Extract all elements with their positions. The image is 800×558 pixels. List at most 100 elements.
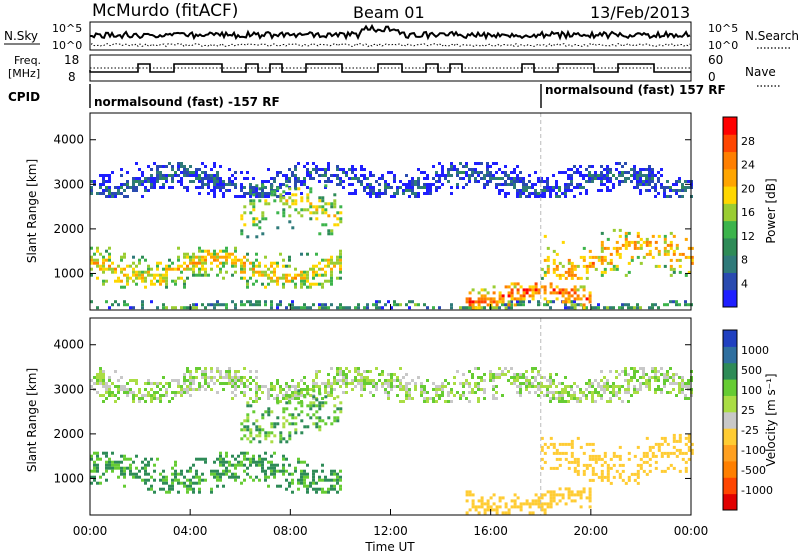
heatmap-cell <box>162 376 165 379</box>
heatmap-cell <box>255 391 258 394</box>
heatmap-cell <box>609 481 613 485</box>
heatmap-cell <box>462 177 465 180</box>
heatmap-cell <box>588 499 592 503</box>
heatmap-cell <box>96 391 99 394</box>
heatmap-cell <box>339 379 342 382</box>
heatmap-cell <box>306 174 309 177</box>
heatmap-cell <box>270 469 273 473</box>
heatmap-cell <box>282 416 286 420</box>
heatmap-cell <box>498 168 501 171</box>
heatmap-cell <box>435 394 438 397</box>
heatmap-cell <box>93 376 96 379</box>
heatmap-cell <box>666 195 669 198</box>
heatmap-cell <box>258 478 261 482</box>
heatmap-cell <box>636 240 640 244</box>
heatmap-cell <box>261 457 264 461</box>
heatmap-cell <box>288 463 291 467</box>
heatmap-cell <box>522 376 525 379</box>
heatmap-cell <box>540 436 544 440</box>
heatmap-cell <box>378 183 381 186</box>
heatmap-cell <box>132 394 135 397</box>
heatmap-cell <box>438 186 441 189</box>
heatmap-cell <box>351 183 354 186</box>
heatmap-cell <box>297 394 300 397</box>
heatmap-cell <box>213 186 216 189</box>
heatmap-cell <box>258 226 262 230</box>
heatmap-cell <box>165 306 168 310</box>
heatmap-cell <box>420 388 423 391</box>
heatmap-cell <box>669 264 673 268</box>
heatmap-cell <box>333 487 336 491</box>
heatmap-cell <box>552 379 555 382</box>
heatmap-cell <box>651 451 655 455</box>
heatmap-cell <box>618 373 621 376</box>
heatmap-cell <box>360 165 363 168</box>
heatmap-cell <box>540 466 544 470</box>
heatmap-cell <box>651 174 654 177</box>
heatmap-cell <box>276 401 280 405</box>
heatmap-cell <box>285 394 288 397</box>
heatmap-cell <box>339 487 342 491</box>
heatmap-cell <box>303 165 306 168</box>
heatmap-cell <box>594 255 598 259</box>
heatmap-cell <box>288 434 292 438</box>
heatmap-cell <box>411 186 414 189</box>
heatmap-cell <box>108 376 111 379</box>
heatmap-cell <box>372 189 375 192</box>
heatmap-cell <box>504 174 507 177</box>
heatmap-cell <box>108 174 111 177</box>
heatmap-cell <box>306 388 309 391</box>
heatmap-cell <box>117 303 120 307</box>
heatmap-cell <box>321 306 324 310</box>
heatmap-cell <box>447 174 450 177</box>
heatmap-cell <box>591 382 594 385</box>
heatmap-cell <box>273 273 276 277</box>
heatmap-cell <box>225 382 228 385</box>
heatmap-cell <box>192 306 195 310</box>
heatmap-cell <box>474 171 477 174</box>
heatmap-cell <box>267 397 270 400</box>
heatmap-cell <box>552 267 556 271</box>
heatmap-cell <box>216 252 219 256</box>
heatmap-cell <box>675 180 678 183</box>
heatmap-cell <box>546 183 549 186</box>
heatmap-cell <box>228 183 231 186</box>
heatmap-cell <box>318 425 322 429</box>
heatmap-cell <box>513 285 517 289</box>
heatmap-cell <box>141 183 144 186</box>
heatmap-cell <box>123 303 126 307</box>
heatmap-cell <box>567 273 571 277</box>
heatmap-cell <box>249 434 253 438</box>
heatmap-cell <box>291 478 294 482</box>
heatmap-cell <box>528 294 532 298</box>
x-tick-label: 00:00 <box>674 524 709 538</box>
heatmap-cell <box>243 177 246 180</box>
heatmap-cell <box>204 174 207 177</box>
heatmap-cell <box>288 273 291 277</box>
heatmap-cell <box>492 394 495 397</box>
heatmap-cell <box>312 264 315 268</box>
heatmap-cell <box>465 300 469 304</box>
heatmap-cell <box>546 445 550 449</box>
heatmap-cell <box>687 382 690 385</box>
heatmap-cell <box>318 370 321 373</box>
heatmap-cell <box>489 373 492 376</box>
heatmap-cell <box>249 382 252 385</box>
heatmap-cell <box>312 413 316 417</box>
heatmap-cell <box>261 413 265 417</box>
heatmap-cell <box>645 385 648 388</box>
heatmap-cell <box>168 267 171 271</box>
heatmap-cell <box>642 183 645 186</box>
heatmap-cell <box>171 379 174 382</box>
heatmap-cell <box>294 407 298 411</box>
heatmap-cell <box>636 475 640 479</box>
heatmap-cell <box>633 454 637 458</box>
heatmap-cell <box>336 261 339 265</box>
heatmap-cell <box>117 379 120 382</box>
heatmap-cell <box>189 267 192 271</box>
heatmap-cell <box>246 419 250 423</box>
heatmap-cell <box>282 273 285 277</box>
heatmap-cell <box>213 469 216 473</box>
heatmap-cell <box>612 394 615 397</box>
heatmap-cell <box>270 382 273 385</box>
